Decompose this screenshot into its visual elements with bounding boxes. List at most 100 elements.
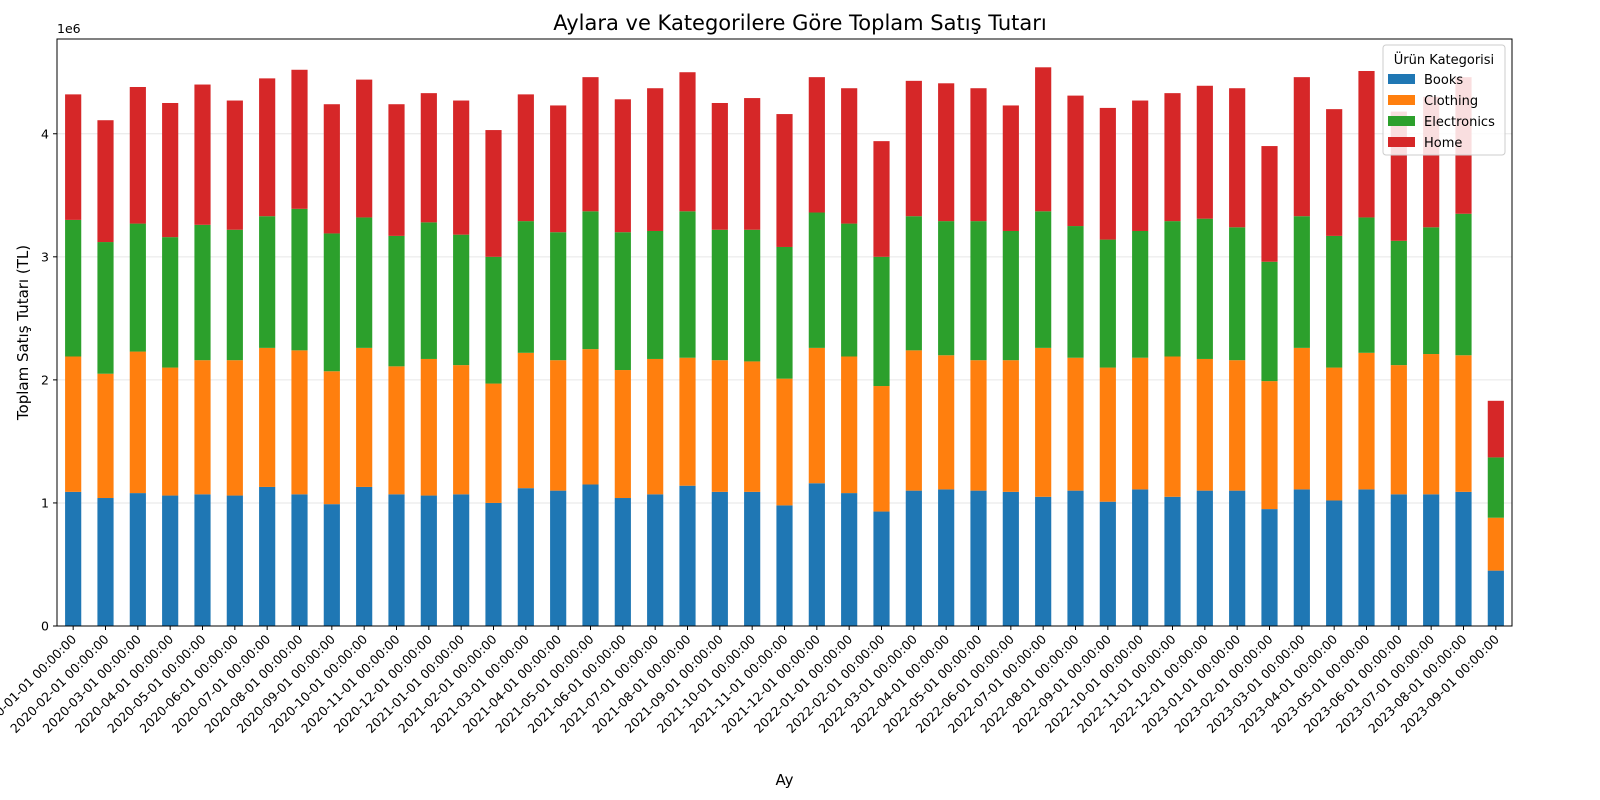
- bar-home: [453, 100, 470, 235]
- bar-clothing: [356, 347, 373, 487]
- bar-electronics: [841, 223, 858, 357]
- bar-electronics: [873, 256, 890, 387]
- bar-electronics: [1132, 230, 1149, 358]
- bar-electronics: [226, 229, 243, 361]
- bar-books: [420, 495, 437, 626]
- bar-clothing: [226, 360, 243, 496]
- bar-books: [1132, 489, 1149, 626]
- bar-electronics: [582, 211, 599, 350]
- y-axis-label: Toplam Satış Tutarı (TL): [14, 245, 32, 421]
- bar-home: [65, 94, 82, 220]
- bar-electronics: [162, 237, 179, 368]
- bar-books: [776, 505, 793, 626]
- bar-clothing: [647, 358, 664, 495]
- bar-electronics: [259, 216, 276, 348]
- bar-books: [453, 494, 470, 626]
- bar-clothing: [679, 357, 696, 486]
- bar-books: [1261, 509, 1278, 626]
- bar-clothing: [1487, 517, 1504, 571]
- bar-home: [744, 98, 761, 230]
- bar-clothing: [1358, 352, 1375, 490]
- bar-clothing: [1002, 360, 1019, 492]
- bar-clothing: [1293, 347, 1310, 490]
- bar-electronics: [129, 223, 146, 352]
- bar-clothing: [711, 360, 728, 492]
- legend-label-books: Books: [1424, 73, 1463, 88]
- bar-home: [808, 77, 825, 213]
- bar-home: [517, 94, 534, 222]
- bar-books: [970, 490, 987, 626]
- bar-clothing: [1390, 365, 1407, 495]
- bar-clothing: [841, 356, 858, 494]
- bar-home: [1035, 67, 1052, 212]
- bar-electronics: [776, 246, 793, 379]
- bar-books: [1035, 496, 1052, 626]
- bar-books: [1099, 501, 1116, 626]
- bar-electronics: [1164, 221, 1181, 357]
- y-tick-label: 3: [41, 249, 49, 264]
- bar-clothing: [550, 360, 567, 491]
- bar-electronics: [323, 233, 340, 372]
- bar-clothing: [129, 351, 146, 494]
- bar-books: [388, 494, 405, 626]
- bar-electronics: [1196, 218, 1213, 359]
- bar-electronics: [1487, 457, 1504, 518]
- bar-clothing: [194, 360, 211, 495]
- bar-electronics: [970, 221, 987, 361]
- bar-clothing: [808, 347, 825, 484]
- bar-books: [614, 498, 631, 626]
- bar-clothing: [614, 370, 631, 499]
- bar-electronics: [938, 221, 955, 356]
- bar-clothing: [905, 350, 922, 491]
- bar-clothing: [97, 373, 114, 499]
- y-tick-label: 2: [41, 372, 49, 387]
- bar-home: [905, 80, 922, 217]
- bar-electronics: [1099, 239, 1116, 368]
- bar-electronics: [65, 219, 82, 357]
- bar-home: [711, 102, 728, 230]
- bar-electronics: [550, 232, 567, 361]
- legend-swatch-clothing: [1388, 95, 1415, 105]
- bar-books: [259, 486, 276, 626]
- bar-electronics: [1423, 227, 1440, 355]
- bar-home: [1099, 107, 1116, 240]
- legend-box: [1382, 44, 1506, 156]
- bar-books: [1293, 489, 1310, 626]
- bar-clothing: [1423, 354, 1440, 495]
- bar-clothing: [1196, 358, 1213, 491]
- y-tick-label: 0: [41, 619, 49, 634]
- bar-books: [485, 502, 502, 626]
- bar-books: [97, 498, 114, 626]
- bar-electronics: [1390, 240, 1407, 366]
- bar-books: [582, 484, 599, 626]
- legend-swatch-books: [1388, 74, 1415, 84]
- bar-home: [162, 102, 179, 238]
- bar-electronics: [1261, 261, 1278, 382]
- bar-home: [647, 88, 664, 231]
- chart-title: Aylara ve Kategorilere Göre Toplam Satış…: [553, 11, 1046, 35]
- bar-electronics: [1229, 227, 1246, 361]
- bar-books: [1002, 491, 1019, 626]
- bar-clothing: [1099, 367, 1116, 502]
- bar-books: [744, 491, 761, 626]
- bar-home: [259, 78, 276, 217]
- bar-home: [356, 79, 373, 218]
- legend-label-clothing: Clothing: [1424, 94, 1478, 109]
- bar-home: [1326, 109, 1343, 236]
- legend-title: Ürün Kategorisi: [1394, 51, 1494, 68]
- bar-books: [323, 504, 340, 626]
- bar-books: [1229, 490, 1246, 626]
- bar-electronics: [356, 217, 373, 348]
- bar-home: [970, 88, 987, 222]
- bar-home: [1487, 400, 1504, 458]
- bar-clothing: [776, 378, 793, 506]
- bar-books: [1423, 494, 1440, 626]
- bar-books: [129, 493, 146, 626]
- bar-home: [291, 69, 308, 209]
- legend-label-electronics: Electronics: [1424, 115, 1495, 130]
- bar-books: [1358, 489, 1375, 626]
- bar-books: [356, 486, 373, 626]
- bar-books: [938, 489, 955, 626]
- bar-clothing: [1164, 356, 1181, 497]
- bar-home: [938, 83, 955, 222]
